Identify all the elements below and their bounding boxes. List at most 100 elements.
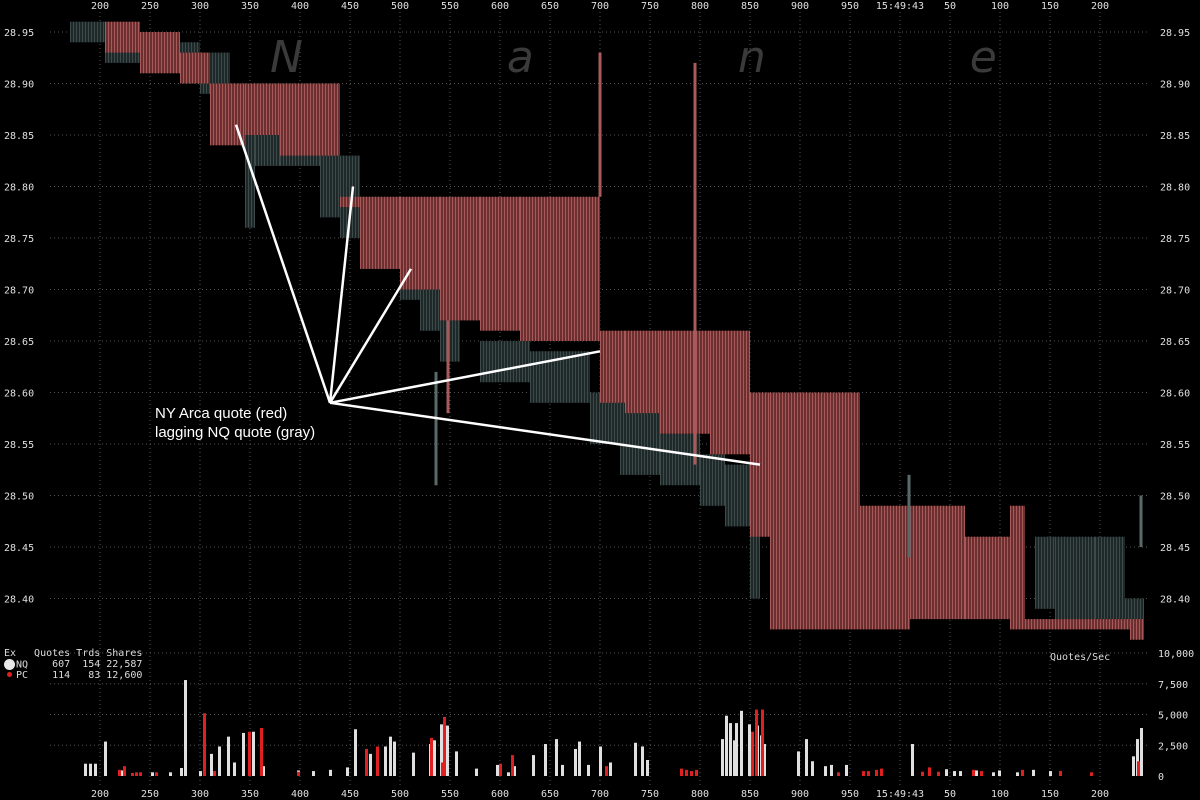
nq-volume-bar [811,761,814,776]
x-tick-label-top: 400 [291,1,309,12]
volume-y-tick-label: 5,000 [1158,711,1188,722]
nq-quote-band [750,526,760,599]
x-tick-label-top: 500 [391,1,409,12]
nq-volume-bar [1049,771,1052,776]
pc-volume-bar [862,771,865,776]
x-tick-label-top: 100 [991,1,1009,12]
nq-volume-bar [210,753,213,776]
x-tick-label-top: 50 [944,1,956,12]
pc-quote-band [625,330,660,414]
nq-volume-bar [544,744,547,776]
y-tick-label-left: 28.90 [4,80,34,91]
nq-volume-bar [824,766,827,776]
pc-quote-band [965,536,1010,620]
x-tick-label-top: 900 [791,1,809,12]
nq-volume-bar [84,763,87,776]
x-tick-label-top: 150 [1041,1,1059,12]
nq-volume-bar [1032,769,1035,776]
nq-volume-bar [830,764,833,776]
x-tick-label-bottom: 750 [641,789,659,800]
x-tick-label-bottom: 550 [441,789,459,800]
nq-volume-bar [412,752,415,776]
pc-volume-bar [980,771,983,776]
pc-volume-bar [1021,769,1024,776]
nq-volume-bar [89,763,92,776]
nanex-watermark: N a n e x [270,32,1200,83]
x-tick-label-bottom: 150 [1041,789,1059,800]
y-tick-label-left: 28.50 [4,492,34,503]
pc-volume-bar [680,768,683,776]
stats-header-quotes: Quotes [34,648,71,659]
x-tick-label-top: 800 [691,1,709,12]
pc-dot-icon [7,672,12,677]
x-tick-label-top: 600 [491,1,509,12]
nq-volume-bar [721,739,724,776]
pc-volume-bar [118,769,121,776]
pc-volume-bar [365,748,368,776]
nq-volume-bar [227,736,230,776]
annotation-pointer-line [234,124,332,404]
nq-volume-bar [218,746,221,776]
nq-volume-bar [233,762,236,776]
stats-header-row: Ex Quotes Trds Shares [4,649,145,659]
nq-volume-bar [455,751,458,776]
stats-quotes-nq: 607 [52,658,71,670]
pc-volume-bar [880,768,883,776]
pc-volume-bar [761,709,764,776]
annotation-line-2: lagging NQ quote (gray) [155,424,315,441]
volume-y-tick-label: 10,000 [1158,649,1194,660]
nq-volume-bar [1016,772,1019,776]
nq-volume-bar [346,767,349,776]
annotation-pointer-line [328,268,413,404]
x-tick-label-top: 300 [191,1,209,12]
annotation-pointer-line [329,401,761,466]
x-tick-label-bottom: 50 [944,789,956,800]
nq-quote-band [70,21,105,43]
pc-quote-band [1025,619,1130,630]
nq-volume-bar [555,739,558,776]
x-tick-label-top: 950 [841,1,859,12]
y-tick-label-left: 28.65 [4,337,34,348]
nq-volume-bar [440,724,443,776]
nq-volume-bar [169,772,172,776]
nq-volume-bar [384,746,387,776]
nq-volume-bar [180,768,183,776]
y-tick-label-right: 28.70 [1160,286,1190,297]
nq-volume-bar [748,724,751,776]
y-tick-label-right: 28.50 [1160,492,1190,503]
x-tick-label-bottom: 100 [991,789,1009,800]
x-tick-label-bottom: 400 [291,789,309,800]
x-tick-label-top: 200 [1091,1,1109,12]
nq-volume-bar [975,770,978,776]
x-tick-label-bottom: 350 [241,789,259,800]
y-tick-label-left: 28.40 [4,595,34,606]
x-tick-label-top: 15:49:43 [876,1,924,12]
pc-volume-bar [1059,771,1062,776]
x-tick-label-top: 750 [641,1,659,12]
pc-quote-band [105,21,140,53]
pc-volume-bar [937,771,940,776]
x-tick-label-bottom: 600 [491,789,509,800]
stats-trds-pc: 83 [88,669,101,681]
nq-dot-icon [4,659,15,670]
pc-volume-bar [972,769,975,776]
nq-volume-bar [959,771,962,776]
pc-volume-bar [260,728,263,776]
x-tick-label-top: 550 [441,1,459,12]
nq-volume-bar [740,710,743,776]
nq-volume-bar [94,763,97,776]
pc-volume-bar [928,767,931,776]
x-tick-label-top: 450 [341,1,359,12]
pc-volume-bar [155,772,158,776]
pc-volume-bar [605,766,608,776]
pc-quote-band [245,83,280,135]
y-tick-label-left: 28.70 [4,286,34,297]
annotation-line-1: NY Arca quote (red) [155,405,287,422]
volume-layer [84,680,1143,776]
nq-volume-bar [805,739,808,776]
nq-volume-bar [532,755,535,776]
nq-volume-bar [634,742,637,776]
exchange-stats-table: Ex Quotes Trds Shares NQ 607 154 22,587 … [4,649,145,681]
nq-volume-bar [242,732,245,776]
